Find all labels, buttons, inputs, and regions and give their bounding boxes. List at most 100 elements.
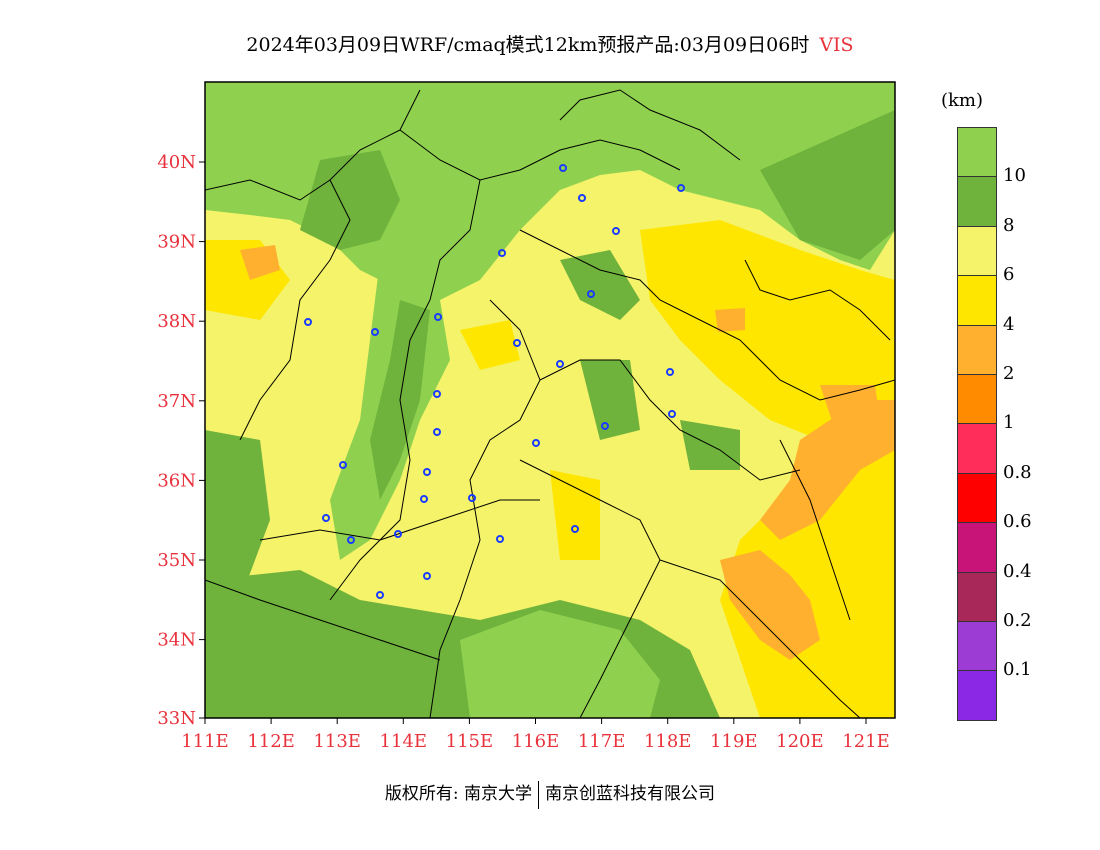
field-e-2km [715,308,745,332]
axis-ticks [199,161,867,724]
colorbar-swatch [957,670,997,721]
field-w-2km [240,245,280,280]
x-tick-label: 116E [512,731,560,752]
colorbar-label: 6 [1003,264,1015,286]
station-marker [339,461,347,469]
colorbar-swatch [957,275,997,325]
colorbar-label: 2 [1003,363,1015,384]
colorbar-label: 0.2 [1003,610,1032,631]
station-marker [434,313,442,321]
station-marker [420,495,428,503]
colorbar-swatch [957,472,997,523]
station-marker [304,318,312,326]
x-tick-label: 115E [446,731,494,752]
visibility-field [205,82,895,718]
title-main: 2024年03月09日WRF/cmaq模式12km预报产品:03月09日06时 [246,34,810,56]
y-tick-label: 38N [157,311,196,332]
y-tick-label: 39N [157,232,196,253]
x-tick-label: 112E [247,731,295,752]
colorbar-label: 10 [1003,165,1026,187]
y-tick-label: 37N [157,391,196,412]
map-title: 2024年03月09日WRF/cmaq模式12km预报产品:03月09日06时 V… [0,30,1100,57]
colorbar-label: 8 [1003,214,1015,236]
station-marker [433,390,441,398]
station-marker [496,535,504,543]
y-tick-label: 34N [157,630,196,651]
admin-boundaries [205,89,895,718]
field-green-8km-c [580,360,640,440]
station-marker [322,514,330,522]
x-tick-label: 111E [181,731,229,752]
copyright-footer: 版权所有: 南京大学 南京创蓝科技有限公司 [0,779,1100,809]
x-tick-label: 119E [710,731,758,752]
station-marker [677,184,685,192]
y-tick-label: 35N [157,550,196,571]
field-south-10km [460,610,660,718]
field-nw-10km [205,82,430,170]
station-marker [423,572,431,580]
station-marker [423,468,431,476]
colorbar-label: 4 [1003,313,1015,335]
station-marker [532,439,540,447]
footer-separator [538,780,540,809]
footer-right: 南京创蓝科技有限公司 [545,784,716,804]
station-marker [571,525,579,533]
footer-left: 版权所有: 南京大学 [384,784,533,804]
station-marker [433,428,441,436]
station-markers [304,164,685,599]
station-marker [347,536,355,544]
colorbar-label: 0.1 [1003,659,1032,681]
station-marker [498,249,506,257]
x-tick-label: 113E [313,731,361,752]
y-tick-label: 36N [157,470,196,491]
plot-frame [204,81,896,719]
field-west-8km [205,430,270,620]
field-central-4km [550,470,600,560]
colorbar-label: 0.4 [1003,560,1032,582]
colorbar-label: 0.6 [1003,511,1032,533]
field-se-2km [720,550,820,660]
station-marker [559,164,567,172]
colorbar-label: 1 [1003,412,1015,434]
x-tick-label: 121E [842,731,890,752]
field-east-4km [640,220,895,718]
x-tick-label: 118E [644,731,692,752]
colorbar-swatch [957,373,997,424]
field-green-8km-a [300,150,400,250]
field-green-8km-e [560,250,640,320]
x-tick-label: 117E [578,731,626,752]
station-marker [587,290,595,298]
x-tick-label: 120E [776,731,824,752]
station-marker [668,410,676,418]
field-coast-2km [760,400,895,540]
colorbar [957,127,997,721]
station-marker [578,194,586,202]
colorbar-swatch [957,522,997,572]
field-central-4km-b [460,320,520,370]
station-marker [601,422,609,430]
colorbar-swatch [957,571,997,621]
field-green-8km-b [760,110,895,260]
station-marker [468,494,476,502]
station-marker [612,227,620,235]
colorbar-swatch [957,324,997,374]
station-marker [376,591,384,599]
title-variable: VIS [819,34,854,56]
colorbar-label: 0.8 [1003,461,1032,483]
y-tick-label: 33N [157,708,196,729]
colorbar-swatch [957,176,997,226]
station-marker [666,368,674,376]
colorbar-swatch [957,620,997,671]
colorbar-swatch [957,127,997,177]
station-marker [371,328,379,336]
x-tick-label: 114E [380,731,428,752]
y-tick-label: 40N [157,152,196,173]
x-tick-labels: 111E 112E 113E 114E 115E 116E 117E 118E 119E 120E… [181,731,890,752]
colorbar-unit: (km) [941,90,984,111]
y-tick-labels: 40N 39N 38N 37N 36N 35N 34N 33N [157,152,196,729]
station-marker [513,339,521,347]
station-marker [394,530,402,538]
colorbar-swatch [957,423,997,473]
colorbar-swatch [957,225,997,276]
